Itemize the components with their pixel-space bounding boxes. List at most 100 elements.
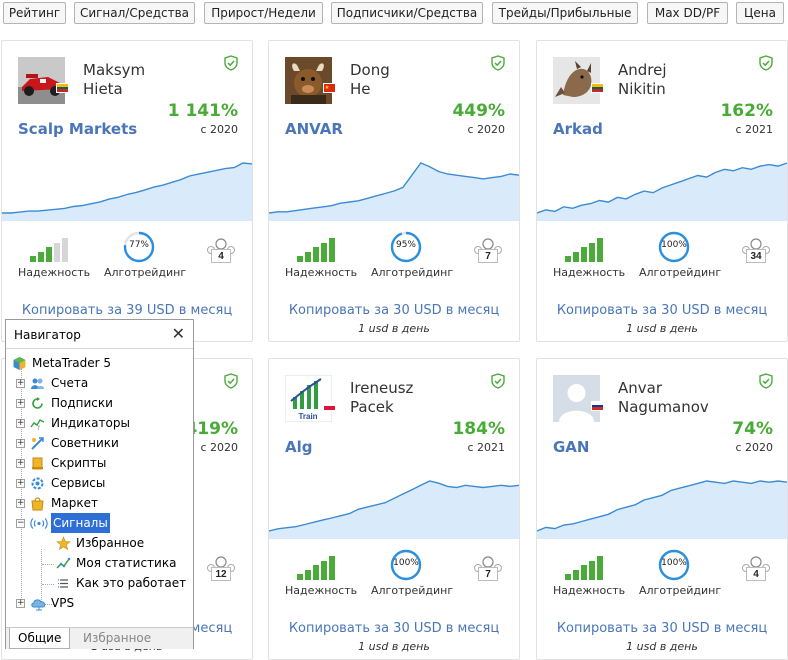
- growth-sparkline: [537, 480, 787, 539]
- signal-name-link[interactable]: Alg: [285, 438, 313, 456]
- copy-subscribe-link[interactable]: Копировать за 30 USD в месяц: [556, 621, 768, 636]
- trader-first-name: Anvar: [618, 379, 663, 397]
- signal-name-link[interactable]: Scalp Markets: [18, 120, 138, 138]
- expand-icon[interactable]: +: [16, 478, 25, 488]
- price-per-day: 1 usd в день: [626, 640, 698, 653]
- statistics-icon: [56, 557, 71, 569]
- signal-name-link[interactable]: ANVAR: [285, 120, 343, 138]
- sort-signal-funds-button[interactable]: Сигнал/Средства: [74, 2, 195, 24]
- flag-russia-icon: [591, 401, 604, 411]
- list-icon: [58, 579, 68, 588]
- expand-icon[interactable]: +: [16, 458, 25, 468]
- copy-subscribe-link[interactable]: Копировать за 30 USD в месяц: [288, 303, 500, 318]
- expand-icon[interactable]: +: [16, 438, 25, 448]
- growth-percent: 74%: [732, 419, 773, 439]
- reliability-bar: [313, 247, 319, 262]
- tree-label: Сигналы: [51, 513, 110, 533]
- trader-first-name: Maksym: [83, 61, 146, 79]
- reliability-bar: [329, 556, 335, 580]
- expand-icon[interactable]: +: [16, 498, 25, 508]
- signal-name-link[interactable]: Arkad: [553, 120, 603, 138]
- services-icon: [31, 477, 44, 490]
- trader-name[interactable]: Anvar Nagumanov: [618, 379, 709, 417]
- tree-label: VPS: [51, 596, 75, 610]
- copy-subscribe-link[interactable]: Копировать за 30 USD в месяц: [556, 303, 768, 318]
- algotrading-ring-icon: [390, 231, 422, 263]
- reliability-bar: [46, 247, 52, 262]
- reliability-label: Надежность: [18, 266, 91, 279]
- copy-subscribe-link[interactable]: Копировать за 30 USD в месяц: [288, 621, 500, 636]
- sparkline-area: [269, 481, 519, 539]
- reliability-bar: [581, 565, 587, 580]
- tree-label: MetaTrader 5: [32, 356, 112, 370]
- close-icon[interactable]: ✕: [171, 324, 185, 343]
- avatar-race-car[interactable]: [18, 57, 65, 104]
- signal-card[interactable]: Andrej Nikitin 162% с 2021 Arkad 100% 34…: [536, 40, 788, 342]
- expand-icon[interactable]: +: [16, 378, 25, 388]
- subscribers-count: 4: [211, 249, 231, 263]
- algotrading-percent: 100%: [661, 240, 687, 250]
- signal-card[interactable]: Maksym Hieta 1 141% с 2020 Scalp Markets…: [1, 40, 253, 342]
- svg-text:Train: Train: [298, 412, 317, 421]
- tab-favorites[interactable]: Избранное: [83, 631, 152, 645]
- reliability-bar: [329, 238, 335, 262]
- price-per-day: 1 usd в день: [358, 322, 430, 335]
- flag-poland-icon: [323, 401, 336, 411]
- trader-name[interactable]: Maksym Hieta: [83, 61, 145, 99]
- growth-percent: 184%: [452, 419, 505, 439]
- avatar-lynx[interactable]: [553, 57, 600, 104]
- trader-name[interactable]: Andrej Nikitin: [618, 61, 667, 99]
- since-year: с 2021: [467, 441, 505, 454]
- signals-icon: [30, 518, 48, 529]
- growth-percent: 1 141%: [167, 101, 238, 121]
- growth-percent: 162%: [720, 101, 773, 121]
- experts-icon: [31, 437, 44, 450]
- signal-card[interactable]: Dong He 449% с 2020 ANVAR 95% 7 Надежнос…: [268, 40, 520, 342]
- reliability-bar: [573, 569, 579, 580]
- algotrading-percent: 77%: [128, 240, 149, 250]
- sort-growth-weeks-button[interactable]: Прирост/Недели: [204, 2, 323, 24]
- expand-icon[interactable]: +: [16, 598, 25, 608]
- tree-label: Счета: [51, 376, 89, 390]
- trader-name[interactable]: Dong He: [350, 61, 390, 99]
- collapse-icon[interactable]: −: [16, 518, 25, 528]
- trader-name[interactable]: Ireneusz Pacek: [350, 379, 413, 417]
- price-per-day: 1 usd в день: [358, 640, 430, 653]
- growth-sparkline: [269, 480, 519, 539]
- sort-subscribers-funds-button[interactable]: Подписчики/Средства: [331, 2, 483, 24]
- subscribers-count: 12: [211, 567, 231, 581]
- algotrading-percent: 95%: [395, 240, 416, 250]
- market-icon: [31, 497, 44, 511]
- avatar-placeholder[interactable]: [553, 375, 600, 422]
- sort-rating-button[interactable]: Рейтинг: [3, 2, 66, 24]
- reliability-bar: [305, 569, 311, 580]
- ring-progress: [658, 231, 690, 263]
- algotrading-label: Алготрейдинг: [639, 266, 722, 279]
- reliability-bar: [305, 251, 311, 262]
- reliability-bar: [589, 560, 595, 580]
- verified-shield-icon: [491, 373, 505, 389]
- reliability-label: Надежность: [553, 584, 626, 597]
- expand-icon[interactable]: +: [16, 418, 25, 428]
- expand-icon[interactable]: +: [16, 398, 25, 408]
- reliability-bars-icon: [30, 238, 70, 262]
- tab-general[interactable]: Общие: [9, 628, 71, 649]
- copy-subscribe-link[interactable]: Копировать за 39 USD в месяц: [21, 303, 233, 318]
- signal-card[interactable]: Anvar Nagumanov 74% с 2020 GAN 100% 4 На…: [536, 358, 788, 660]
- algotrading-ring-icon: [658, 549, 690, 581]
- signal-name-link[interactable]: GAN: [553, 438, 590, 456]
- sort-trades-profitable-button[interactable]: Трейды/Прибыльные: [492, 2, 638, 24]
- growth-sparkline: [269, 162, 519, 221]
- avatar-train-logo[interactable]: Train: [285, 375, 332, 422]
- since-year: с 2020: [200, 441, 238, 454]
- growth-sparkline: [2, 162, 252, 221]
- signal-card[interactable]: Train Ireneusz Pacek 184% с 2021 Alg 100…: [268, 358, 520, 660]
- sparkline-area: [537, 481, 787, 539]
- trader-last-name: Hieta: [83, 80, 123, 98]
- navigator-tabs: Общие Избранное: [6, 627, 193, 649]
- avatar-bull[interactable]: [285, 57, 332, 104]
- sort-price-button[interactable]: Цена: [736, 2, 784, 24]
- sparkline-line: [269, 480, 519, 532]
- reliability-bar: [297, 256, 303, 262]
- sort-maxdd-pf-button[interactable]: Max DD/PF: [647, 2, 728, 24]
